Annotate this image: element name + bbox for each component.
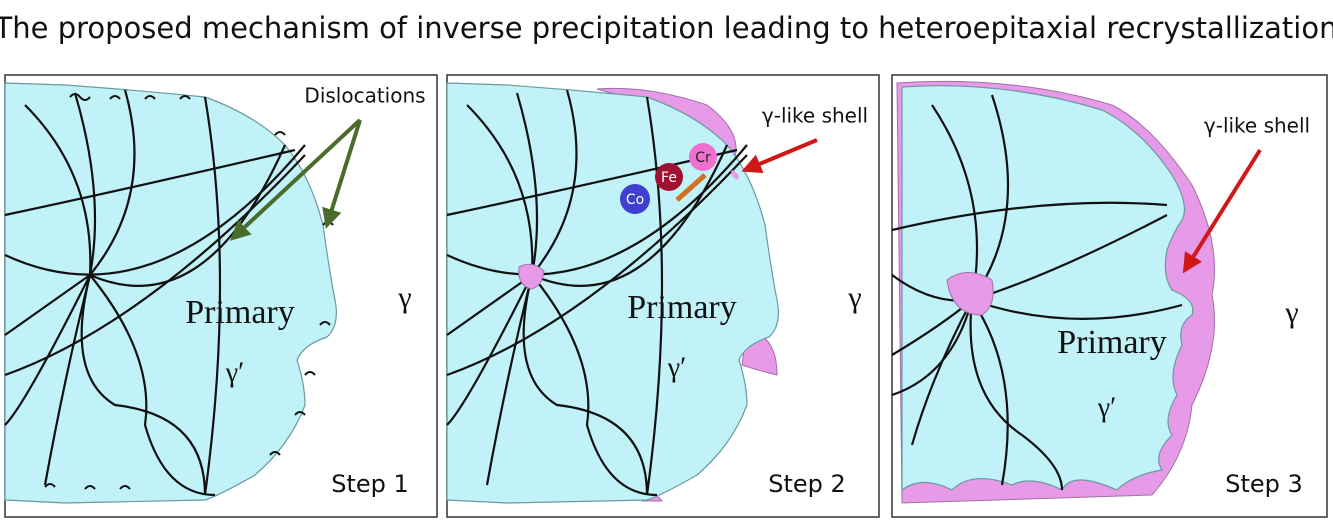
phase-symbol: γ′ <box>1097 392 1117 423</box>
panel-2: Co Fe Cr γ-like shell Primary γ′ γ Step … <box>445 74 880 518</box>
atom-label: Cr <box>695 150 711 166</box>
matrix-symbol: γ <box>1284 296 1298 329</box>
annotation: γ-like shell <box>762 104 868 128</box>
panel-3: γ-like shell Primary γ′ γ Step 3 <box>891 74 1328 518</box>
step-label: Step 1 <box>331 470 409 498</box>
matrix-symbol: γ <box>397 281 411 314</box>
atom-label: Co <box>626 192 644 208</box>
phase-label: Primary <box>627 289 737 326</box>
phase-symbol: γ′ <box>667 352 687 383</box>
matrix-symbol: γ <box>847 281 861 314</box>
atom <box>689 143 717 171</box>
atom <box>655 163 683 191</box>
panel-1: Dislocations Primary γ′ γ Step 1 <box>3 74 438 518</box>
phase-label: Primary <box>1057 324 1167 361</box>
annotation: γ-like shell <box>1204 114 1310 138</box>
atom-label: Fe <box>661 170 677 186</box>
title: The proposed mechanism of inverse precip… <box>0 11 1333 45</box>
step-label: Step 3 <box>1225 470 1303 498</box>
phase-symbol: γ′ <box>225 357 245 388</box>
step-label: Step 2 <box>768 470 846 498</box>
phase-label: Primary <box>185 294 295 331</box>
annotation: Dislocations <box>304 84 425 108</box>
atom <box>620 184 650 214</box>
